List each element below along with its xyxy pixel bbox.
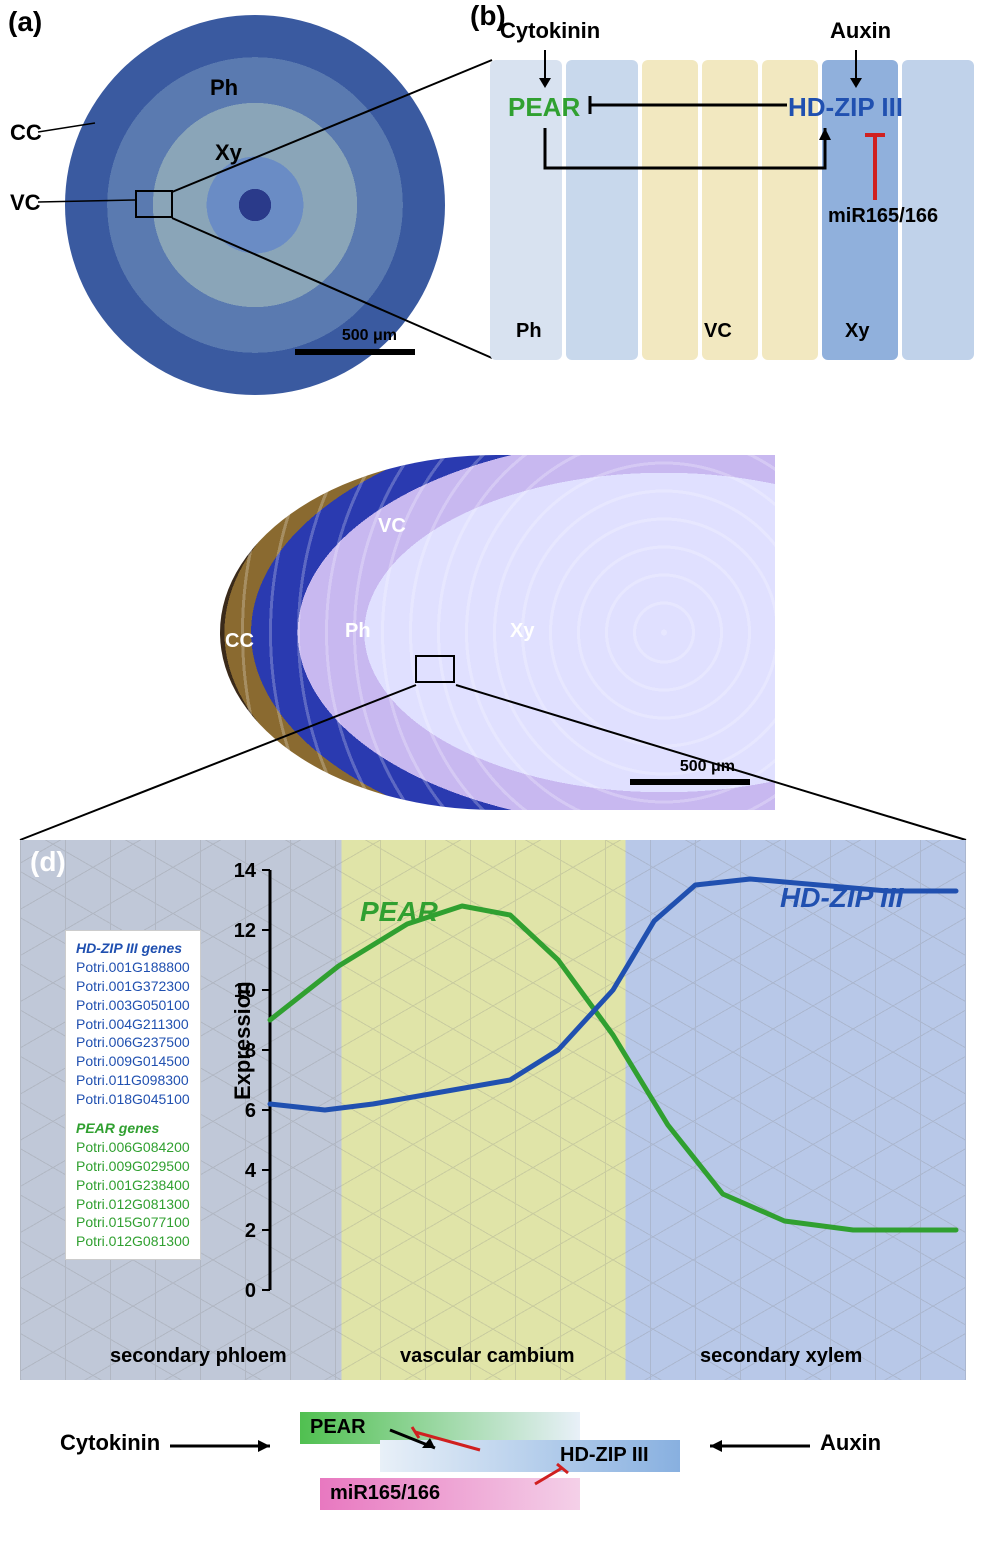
gene-item: Potri.011G098300 [76, 1071, 190, 1090]
arrow-icon [170, 1438, 290, 1458]
gene-item: Potri.003G050100 [76, 996, 190, 1015]
pear-curve-label: PEAR [360, 896, 438, 928]
svg-text:4: 4 [245, 1160, 257, 1182]
panel-c-ph: Ph [345, 620, 371, 643]
panel-b-xy: Xy [845, 320, 869, 343]
svg-text:12: 12 [234, 920, 256, 942]
panel-b-vc: VC [704, 320, 732, 343]
panel-a-vc: VC [10, 190, 41, 216]
hdzip-curve-label: HD-ZIP III [780, 882, 903, 914]
svg-text:0: 0 [245, 1280, 256, 1302]
panel-b-ph: Ph [516, 320, 542, 343]
panel-a-label: (a) [8, 6, 42, 38]
gene-item: Potri.001G372300 [76, 977, 190, 996]
panel-a-box [135, 190, 173, 218]
region-phloem: secondary phloem [110, 1345, 287, 1368]
panel-a-scalebar [295, 349, 415, 355]
svg-text:6: 6 [245, 1100, 256, 1122]
panel-a-scalebar-text: 500 μm [342, 327, 397, 345]
bottom-arrows [300, 1410, 680, 1520]
panel-c-box [415, 655, 455, 683]
gene-item: Potri.018G045100 [76, 1090, 190, 1109]
bottom-cytokinin: Cytokinin [60, 1430, 160, 1456]
bottom-diagram: Cytokinin PEAR HD-ZIP III miR165/166 Aux… [60, 1400, 926, 1540]
y-axis-label: Expression [230, 981, 256, 1100]
panel-d-label: (d) [30, 846, 66, 878]
panel-a-xy: Xy [215, 140, 242, 166]
panel-c-xy: Xy [510, 620, 534, 643]
svg-text:2: 2 [245, 1220, 256, 1242]
region-cambium: vascular cambium [400, 1345, 575, 1368]
panel-c-scalebar-text: 500 μm [680, 758, 735, 776]
panel-a-image: 500 μm [65, 15, 445, 395]
gene-item: Potri.001G238400 [76, 1176, 190, 1195]
panel-d-chart: (d) HD-ZIP III genes Potri.001G188800Pot… [20, 840, 966, 1380]
panel-c-label: (c) [235, 460, 269, 492]
gene-item: Potri.012G081300 [76, 1232, 190, 1251]
pear-title: PEAR genes [76, 1119, 190, 1138]
panel-c-vc: VC [378, 515, 406, 538]
gene-item: Potri.012G081300 [76, 1195, 190, 1214]
panel-b-mir: miR165/166 [828, 205, 938, 228]
gene-item: Potri.006G237500 [76, 1033, 190, 1052]
gene-item: Potri.001G188800 [76, 958, 190, 977]
panel-c-image: 500 μm [220, 455, 775, 810]
gene-list-box: HD-ZIP III genes Potri.001G188800Potri.0… [65, 930, 201, 1260]
panel-a-cc: CC [10, 120, 42, 146]
arrow-icon [690, 1438, 810, 1458]
hdzip-title: HD-ZIP III genes [76, 939, 190, 958]
region-xylem: secondary xylem [700, 1345, 862, 1368]
panel-c-scalebar [630, 779, 750, 785]
gene-item: Potri.004G211300 [76, 1015, 190, 1034]
gene-item: Potri.009G029500 [76, 1157, 190, 1176]
gene-item: Potri.006G084200 [76, 1138, 190, 1157]
expression-chart: 02468101214 [210, 850, 966, 1340]
panel-b-diagram: Cytokinin Auxin PEAR HD-ZIP III miR165/1… [490, 0, 980, 400]
panel-a-ph: Ph [210, 75, 238, 101]
panel-c-cc: CC [225, 630, 254, 653]
gene-item: Potri.009G014500 [76, 1052, 190, 1071]
svg-text:14: 14 [234, 860, 257, 882]
bottom-auxin: Auxin [820, 1430, 881, 1456]
panel-b-arrows [490, 0, 980, 400]
gene-item: Potri.015G077100 [76, 1213, 190, 1232]
